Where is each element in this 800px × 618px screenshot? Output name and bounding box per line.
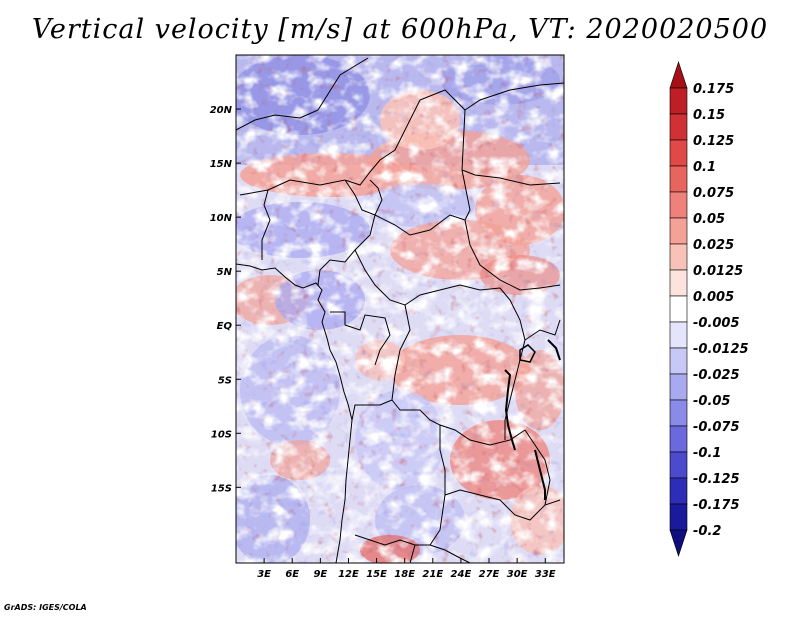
y-tick-label: EQ: [217, 321, 233, 332]
colorbar-label: 0.0125: [693, 264, 743, 279]
y-tick-label: 5N: [217, 267, 233, 278]
colorbar-label: 0.005: [693, 290, 734, 305]
colorbar-label: -0.1: [693, 446, 721, 461]
colorbar-segment: [669, 139, 688, 167]
colorbar-label: 0.075: [693, 186, 734, 201]
x-tick-label: 6E: [285, 569, 299, 580]
colorbar-label: -0.125: [693, 472, 740, 487]
x-tick-label: 27E: [479, 569, 500, 580]
x-tick-label: 15E: [366, 569, 387, 580]
footer-credit: GrADS: IGES/COLA: [4, 603, 87, 612]
x-axis: 3E 6E 9E 12E 15E 18E 21E 24E 27E 30E 33E: [257, 558, 556, 580]
y-tick-label: 15S: [211, 483, 232, 494]
colorbar-segment: [669, 321, 688, 349]
plot-frame: [235, 54, 565, 564]
colorbar-label: 0.175: [693, 82, 734, 97]
x-tick-label: 30E: [507, 569, 528, 580]
x-tick-label: 3E: [257, 569, 271, 580]
colorbar-label: -0.05: [693, 394, 730, 409]
colorbar-segment: [669, 87, 688, 115]
colorbar-label: -0.175: [693, 498, 740, 513]
colorbar-segment: [669, 61, 688, 89]
colorbar-label: -0.025: [693, 368, 740, 383]
y-tick-label: 15N: [210, 159, 233, 170]
colorbar-segment: [669, 373, 688, 401]
x-tick-label: 12E: [338, 569, 359, 580]
y-tick-label: 10S: [211, 429, 232, 440]
colorbar-label: 0.05: [693, 212, 725, 227]
y-axis: 20N 15N 10N 5N EQ 5S 10S 15S: [210, 105, 241, 494]
x-tick-label: 33E: [535, 569, 556, 580]
colorbar-label: -0.2: [693, 524, 721, 539]
x-tick-label: 9E: [313, 569, 327, 580]
colorbar-segment: [669, 243, 688, 271]
colorbar-segment: [669, 425, 688, 453]
colorbar-segment: [669, 191, 688, 219]
y-tick-label: 20N: [210, 105, 233, 116]
colorbar-label: 0.1: [693, 160, 716, 175]
x-tick-label: 24E: [451, 569, 472, 580]
colorbar-segment: [669, 165, 688, 193]
map-title: Vertical velocity [m/s] at 600hPa, VT: 2…: [31, 14, 769, 45]
x-tick-label: 18E: [394, 569, 415, 580]
colorbar-segment: [669, 269, 688, 297]
colorbar-segment: [669, 217, 688, 245]
colorbar-segment: [669, 295, 688, 323]
colorbar-label: -0.0125: [693, 342, 749, 357]
colorbar-label: -0.005: [693, 316, 740, 331]
colorbar-segment: [669, 529, 688, 557]
velocity-field: [236, 55, 564, 563]
colorbar-label: 0.025: [693, 238, 734, 253]
colorbar: 0.175 0.15 0.125 0.1 0.075 0.05 0.025 0.0125 0.0…: [669, 61, 749, 557]
colorbar-segment: [669, 477, 688, 505]
colorbar-label: 0.15: [693, 108, 725, 123]
colorbar-segment: [669, 113, 688, 141]
colorbar-label: 0.125: [693, 134, 734, 149]
x-tick-label: 21E: [422, 569, 443, 580]
colorbar-segment: [669, 451, 688, 479]
colorbar-label: -0.075: [693, 420, 740, 435]
colorbar-segment: [669, 399, 688, 427]
colorbar-segment: [669, 503, 688, 531]
y-tick-label: 10N: [210, 213, 233, 224]
colorbar-segment: [669, 347, 688, 375]
y-tick-label: 5S: [218, 375, 232, 386]
